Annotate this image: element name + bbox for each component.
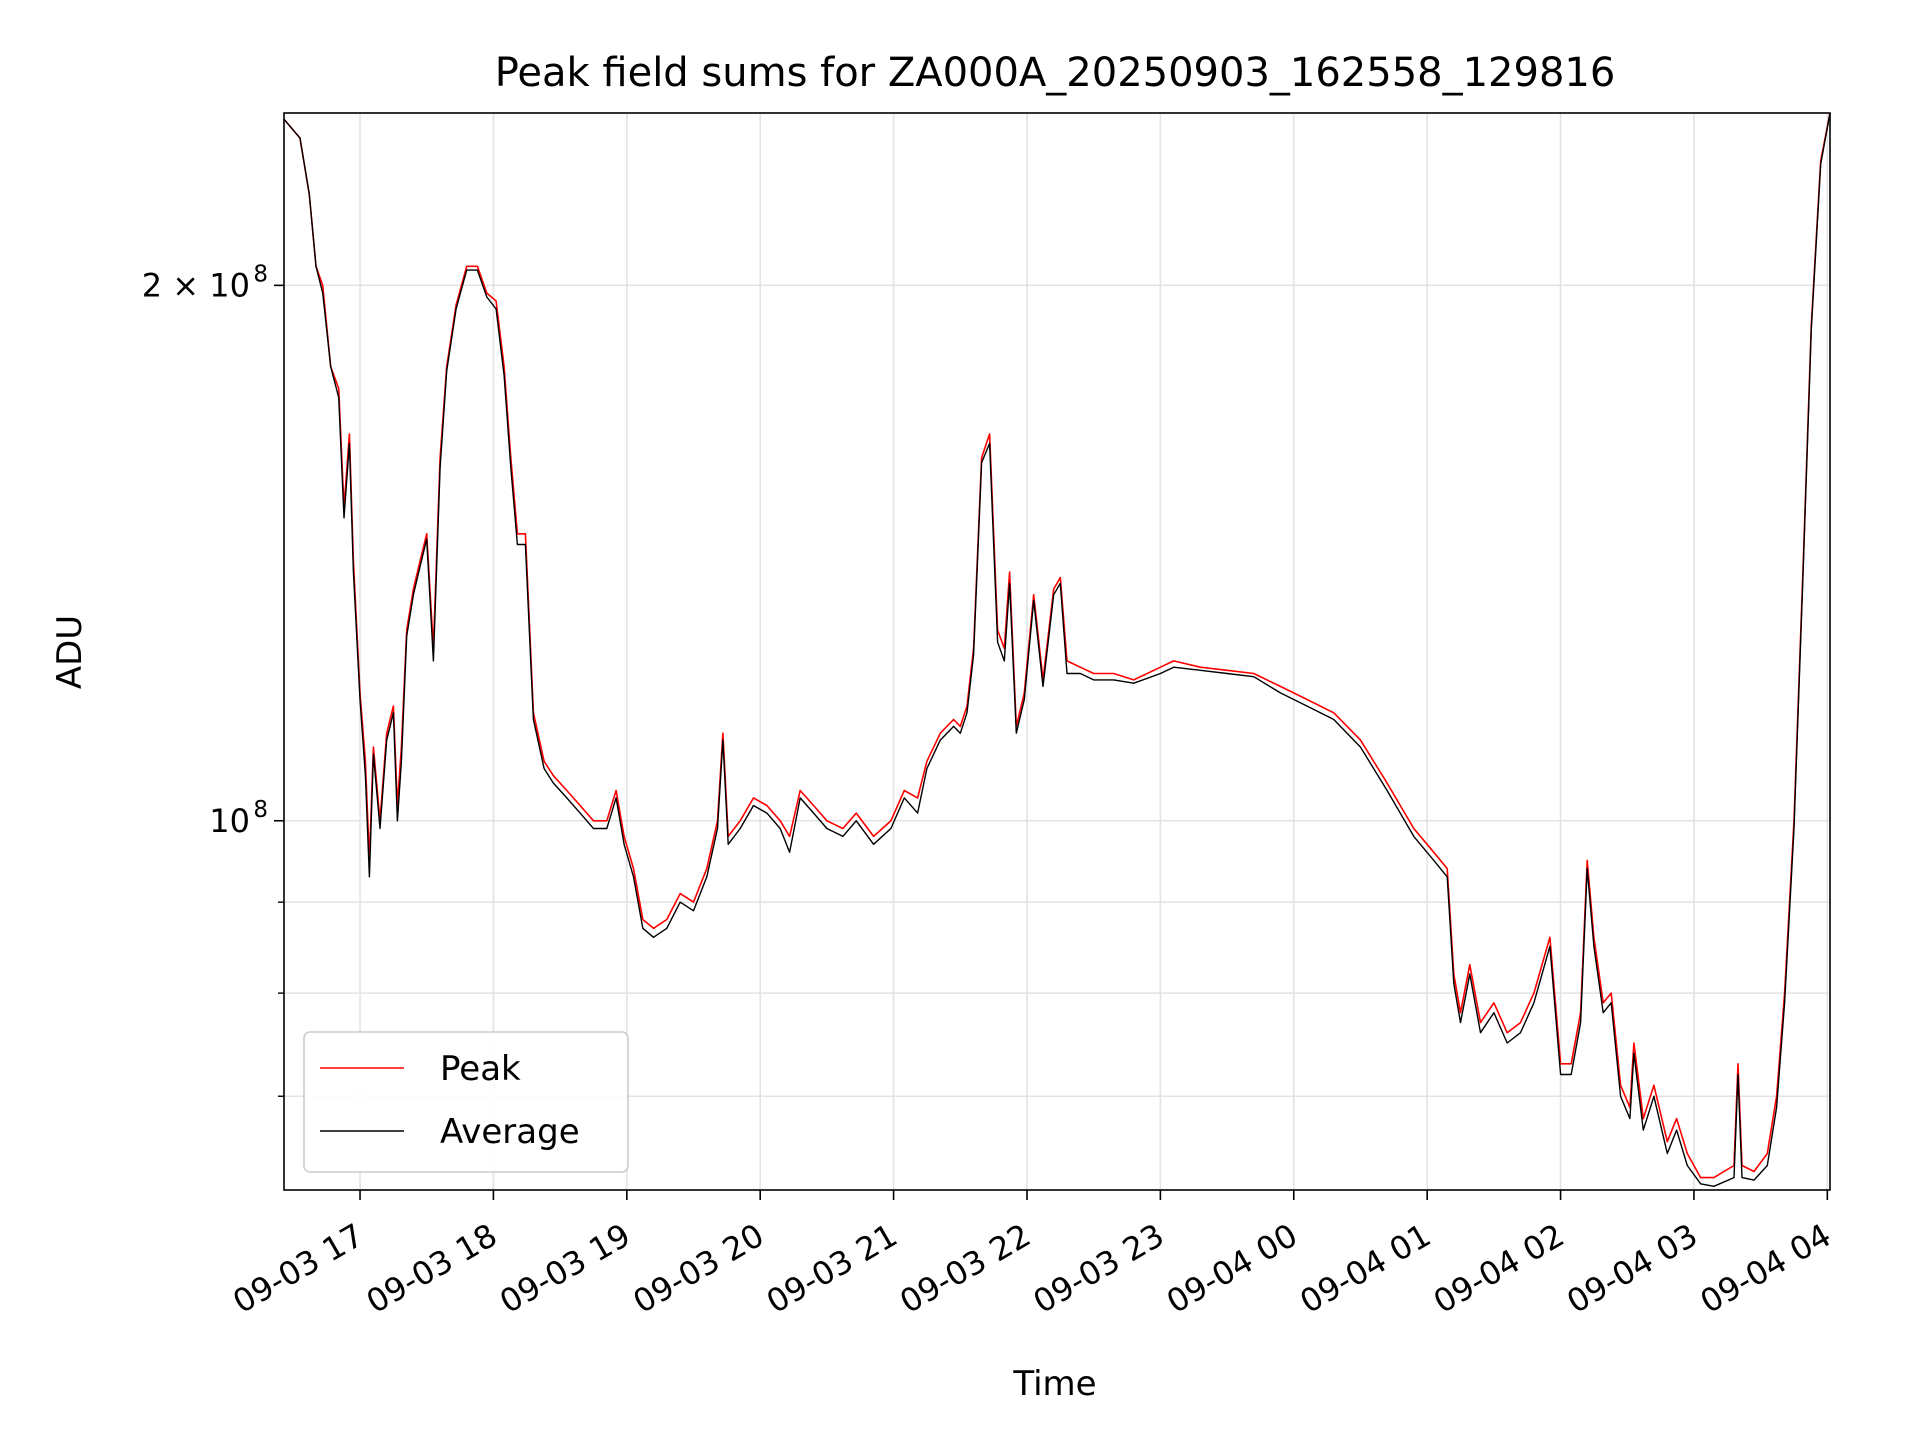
plot-area <box>284 113 1830 1190</box>
chart-title: Peak field sums for ZA000A_20250903_1625… <box>495 50 1616 96</box>
legend-label-peak: Peak <box>440 1049 521 1089</box>
legend-box <box>303 1031 629 1173</box>
x-axis-label: Time <box>1012 1364 1096 1404</box>
y-tick-exponent: 8 <box>253 797 268 823</box>
y-tick-exponent: 8 <box>253 261 268 287</box>
legend-label-average: Average <box>440 1112 580 1152</box>
y-tick-label: 10 <box>209 802 250 840</box>
y-axis-label: ADU <box>50 615 90 689</box>
series-lines <box>283 112 1831 1187</box>
legend: Peak Average <box>303 1031 629 1173</box>
plot-frame <box>283 112 1831 1191</box>
series-line-average <box>283 112 1831 1187</box>
grid <box>284 113 1830 1190</box>
y-tick-label: 2 × 10 <box>142 266 250 304</box>
